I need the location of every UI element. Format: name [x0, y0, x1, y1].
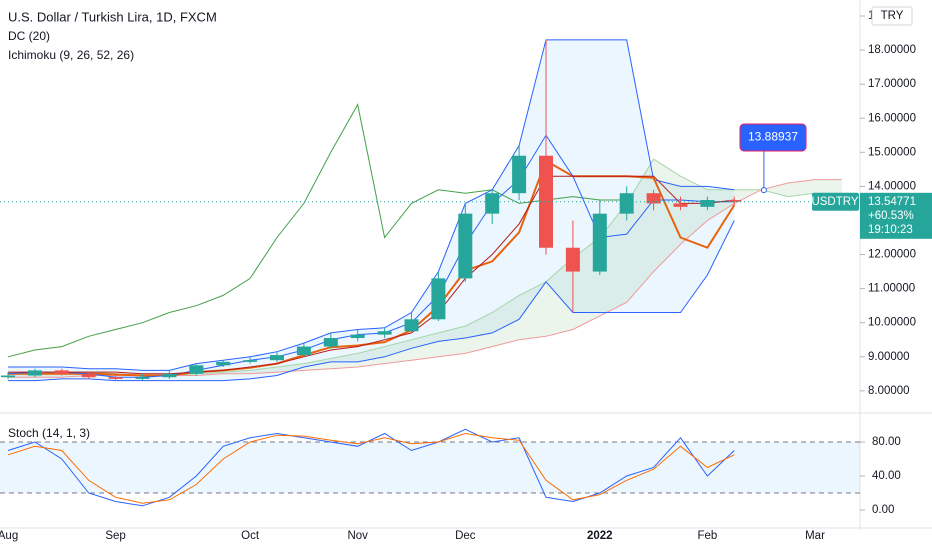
candle-body [81, 373, 96, 378]
candle-body [512, 155, 527, 194]
candle-body [162, 373, 177, 378]
callout-label: 13.88937 [748, 130, 798, 144]
dc-lower [8, 220, 735, 382]
candle-body [619, 193, 634, 214]
ichimoku-base [8, 175, 735, 375]
candle-body [135, 377, 150, 379]
candle-body [216, 361, 231, 366]
candle-body [539, 155, 553, 248]
candle-body [485, 193, 500, 214]
stoch-band [0, 442, 860, 494]
candle-body [592, 213, 607, 272]
panel-title: Stoch (14, 1, 3) [8, 426, 90, 440]
y-tick-label: 16.00000 [868, 112, 916, 124]
change-label: +60.53% [868, 210, 914, 222]
x-tick-label: Sep [105, 530, 125, 542]
candle-body [243, 360, 258, 362]
candle-body [323, 338, 338, 347]
symbol-label: USDTRY [811, 196, 858, 208]
stoch-k [7, 428, 735, 507]
x-tick-label: Oct [241, 530, 260, 542]
candle-body [404, 319, 419, 332]
indicator-label: Ichimoku (9, 26, 52, 26) [8, 48, 134, 62]
candle-body [431, 278, 446, 320]
y-tick-label: 9.00000 [868, 351, 910, 363]
currency-box [871, 6, 913, 26]
y-tick-label: 8.00000 [868, 385, 910, 397]
y-tick-label: 12.00000 [868, 249, 916, 261]
callout-point [760, 187, 767, 194]
x-tick-label: Dec [455, 530, 476, 542]
price-box [860, 192, 932, 239]
x-tick-label: 2022 [587, 530, 613, 542]
y-tick-label: 80.00 [872, 436, 901, 448]
candle-body [1, 375, 15, 378]
indicator-label: DC (20) [8, 29, 50, 43]
y-tick-label: 11.00000 [868, 283, 915, 295]
y-tick-label: 15.00000 [868, 146, 916, 158]
candle-body [458, 213, 473, 279]
x-tick-label: Nov [347, 530, 368, 542]
x-tick-label: Mar [805, 530, 825, 542]
candle-body [565, 247, 580, 272]
dc-upper [8, 39, 735, 371]
y-tick-label: 18.00000 [868, 44, 916, 56]
currency-label: TRY [881, 10, 904, 22]
candle-body [646, 193, 661, 204]
candle-body [673, 203, 688, 207]
x-tick-label: Aug [0, 530, 18, 542]
y-tick-label: 0.00 [872, 504, 894, 516]
ichimoku-conversion [7, 134, 735, 378]
candle-body [727, 200, 742, 202]
candle-body [108, 377, 123, 379]
candle-body [296, 346, 311, 356]
candle-body [377, 331, 392, 335]
y-tick-label: 40.00 [872, 470, 901, 482]
candle-body [350, 334, 365, 339]
candle-body [189, 365, 204, 374]
candle-body [54, 370, 69, 374]
candle-body [27, 370, 42, 376]
chart-title: U.S. Dollar / Turkish Lira, 1D, FXCM [8, 9, 217, 24]
symbol-box [812, 192, 859, 211]
last-price-label: 13.54771 [868, 196, 916, 208]
x-tick-label: Feb [697, 530, 717, 542]
stoch-d [7, 432, 735, 504]
candle-body [700, 200, 715, 207]
dc-fill [8, 39, 735, 381]
callout-box [739, 123, 807, 152]
candle-body [270, 355, 284, 361]
y-tick-label: 10.00000 [868, 317, 916, 329]
ichimoku-lagging [7, 103, 627, 358]
y-tick-label: 14.00000 [868, 180, 916, 192]
y-tick-label: 17.00000 [868, 78, 916, 90]
countdown-label: 19:10:23 [868, 224, 913, 236]
